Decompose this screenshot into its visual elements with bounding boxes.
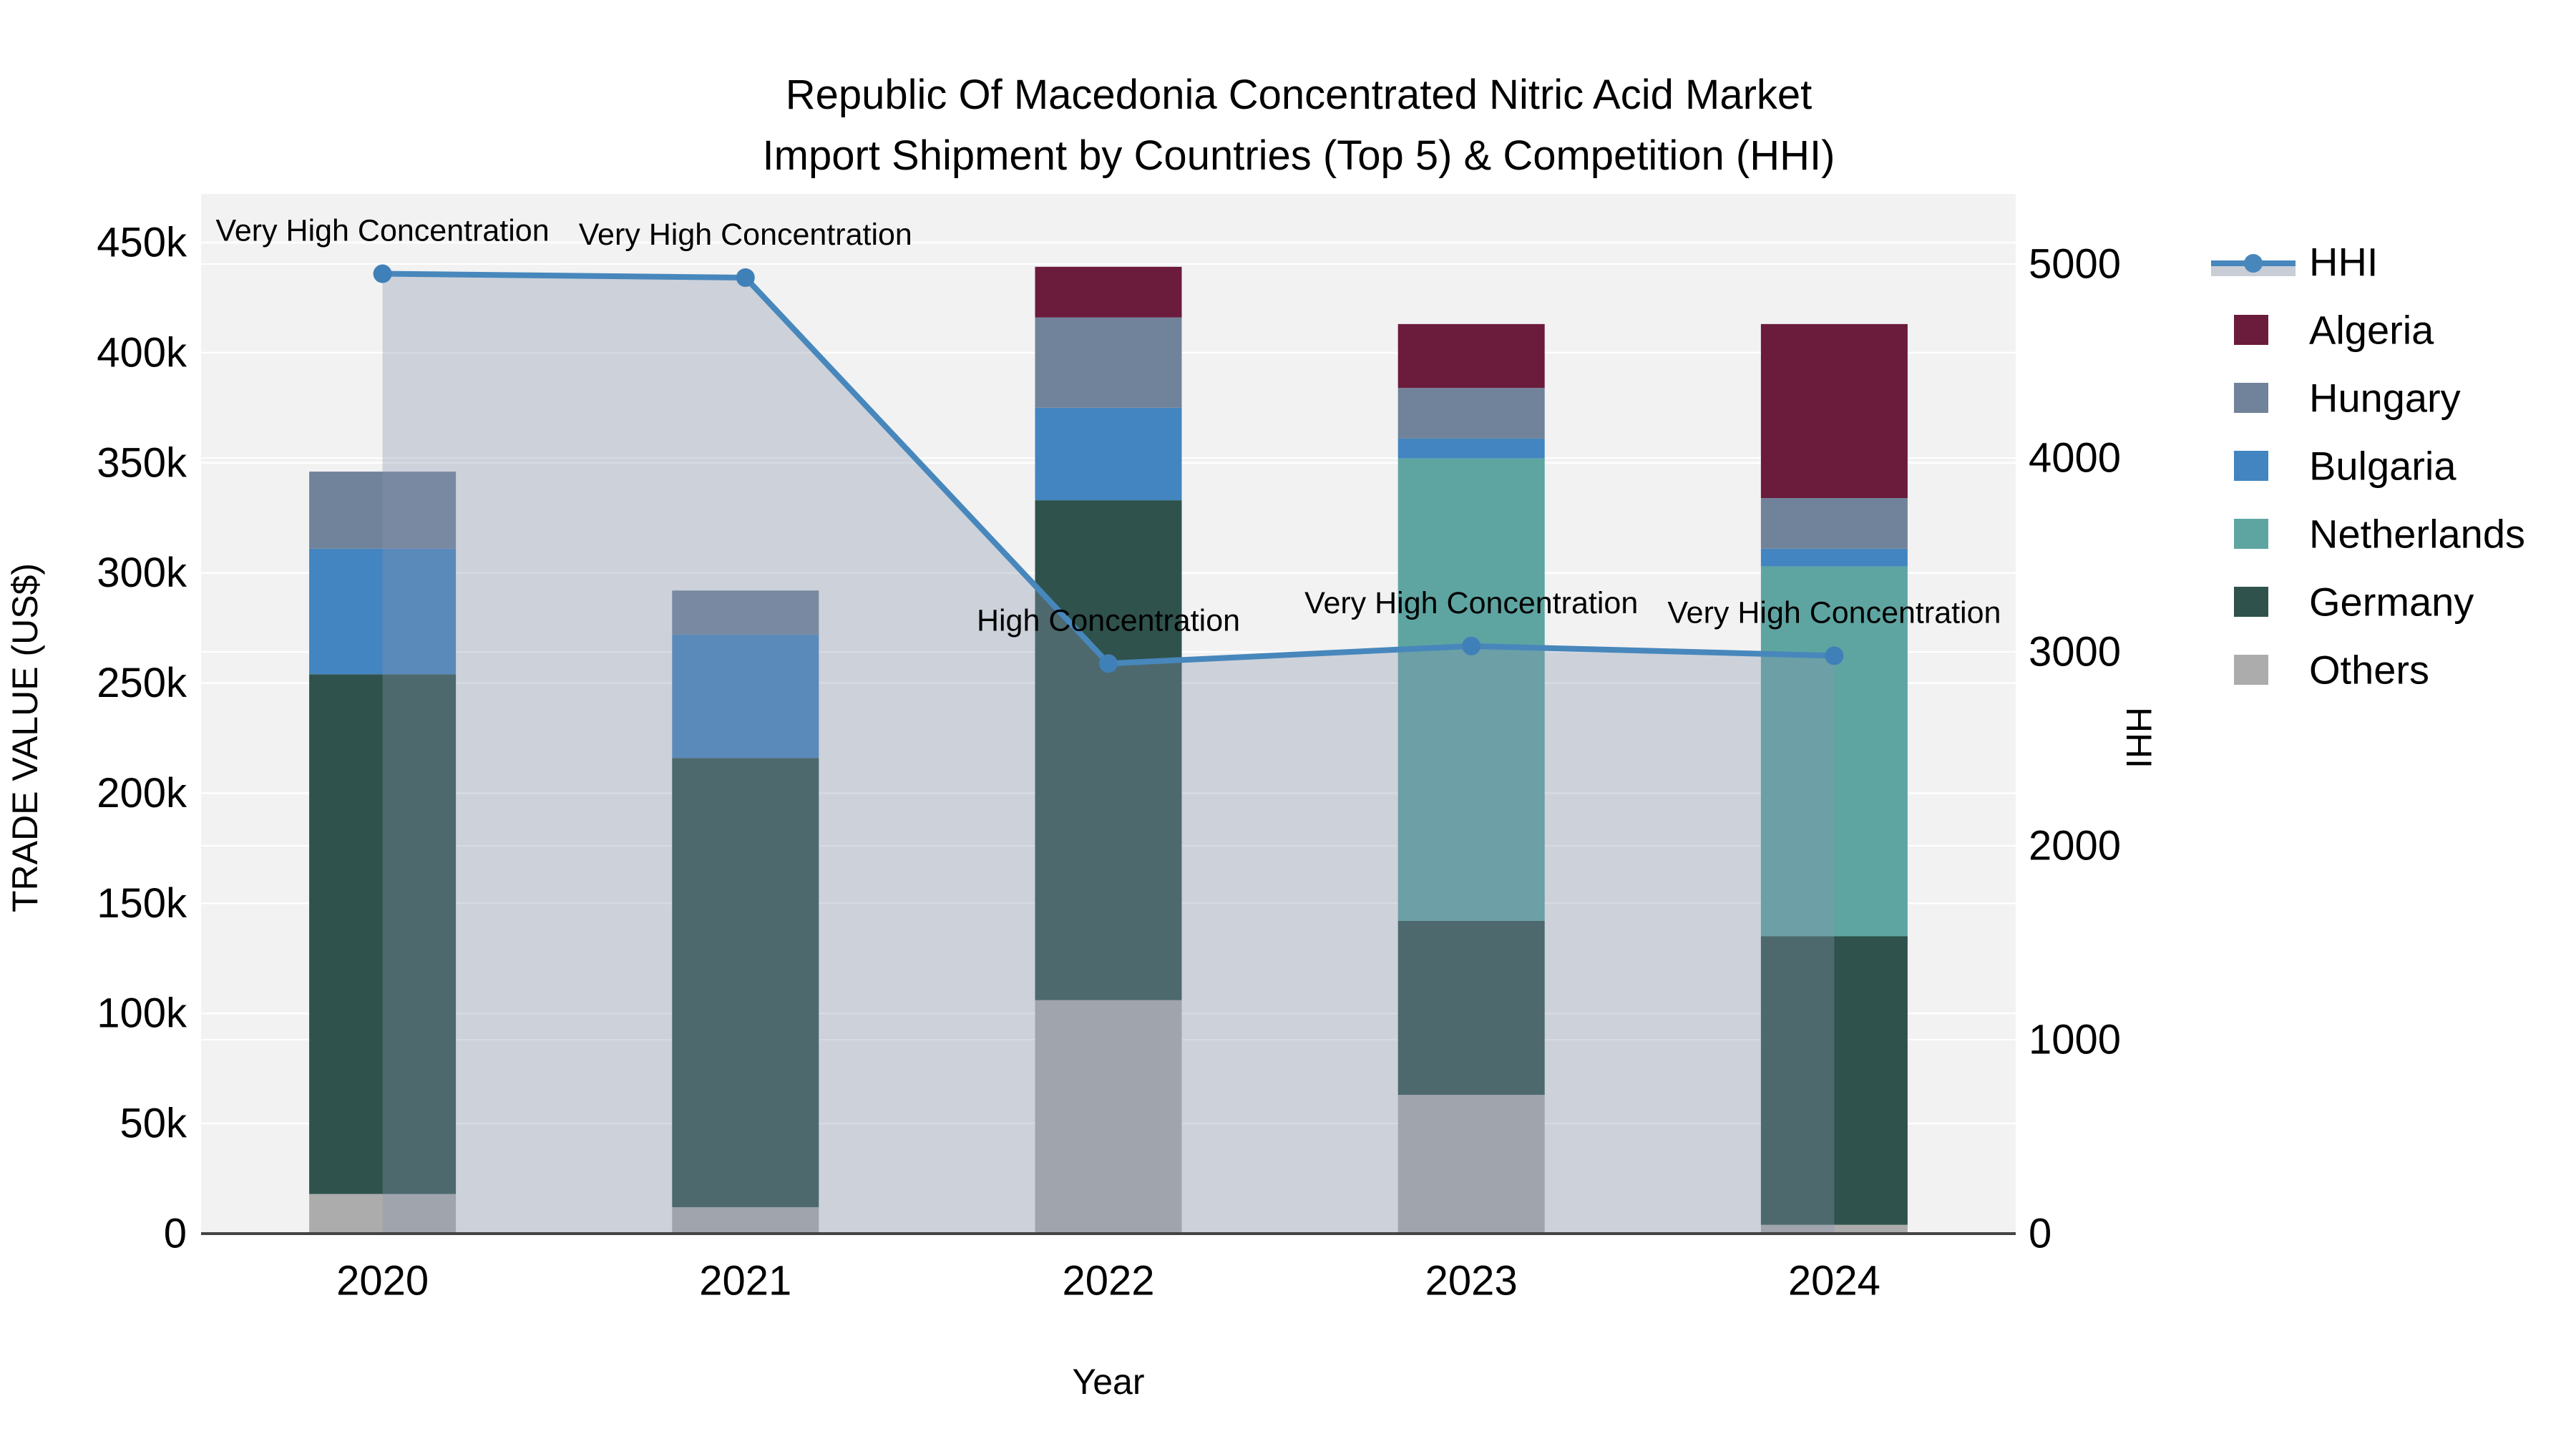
chart-title-line2: Import Shipment by Countries (Top 5) & C… [763,132,1835,179]
y-left-tick-label: 0 [164,1211,187,1257]
y-right-tick-label: 4000 [2029,435,2121,482]
legend-item-netherlands[interactable]: Netherlands [2234,512,2525,557]
legend-item-hhi[interactable]: HHI [2211,240,2378,285]
hhi-annotation: Very High Concentration [1304,586,1638,620]
hhi-annotation: Very High Concentration [216,214,550,248]
legend-label: Others [2309,648,2429,693]
legend-item-algeria[interactable]: Algeria [2234,308,2434,353]
bar-segment-algeria-2023[interactable] [1397,323,1545,389]
chart-title-line1: Republic Of Macedonia Concentrated Nitri… [786,72,1813,118]
bar-segment-others-2022[interactable] [1035,1000,1182,1234]
hhi-annotation: High Concentration [977,603,1240,638]
bar-segment-others-2020[interactable] [309,1194,457,1234]
bar-segment-germany-2023[interactable] [1397,920,1545,1096]
bar-segment-bulgaria-2023[interactable] [1397,438,1545,459]
legend-label: Hungary [2309,376,2461,421]
bar-segment-hungary-2022[interactable] [1035,317,1182,408]
hhi-marker-2021[interactable] [736,268,755,287]
legend-item-hungary[interactable]: Hungary [2234,376,2461,421]
hhi-marker-2020[interactable] [373,264,392,283]
y-left-tick-label: 300k [97,550,187,596]
bar-segment-bulgaria-2024[interactable] [1760,548,1908,567]
y-left-tick-label: 250k [97,660,187,706]
bar-segment-algeria-2022[interactable] [1035,266,1182,318]
x-tick-label: 2024 [1788,1258,1880,1304]
legend-label: Algeria [2309,308,2434,353]
bar-segment-hungary-2021[interactable] [672,590,819,635]
y-right-tick-label: 2000 [2029,823,2121,869]
bar-segment-bulgaria-2022[interactable] [1035,407,1182,501]
y-left-tick-label: 350k [97,439,187,486]
y-left-tick-label: 450k [97,220,187,266]
x-tick-label: 2020 [336,1258,429,1304]
x-tick-label: 2023 [1425,1258,1518,1304]
bar-segment-bulgaria-2021[interactable] [672,634,819,758]
bar-segment-others-2021[interactable] [672,1207,819,1234]
x-axis-title: Year [1072,1362,1144,1402]
bar-segment-netherlands-2024[interactable] [1760,566,1908,937]
bar-segment-germany-2020[interactable] [309,674,457,1194]
bar-segment-germany-2024[interactable] [1760,936,1908,1225]
bar-segment-hungary-2023[interactable] [1397,388,1545,439]
bar-segment-germany-2022[interactable] [1035,500,1182,1000]
hhi-marker-2022[interactable] [1099,654,1118,673]
x-tick-label: 2021 [699,1258,791,1304]
y-right-tick-label: 3000 [2029,629,2121,675]
y-left-tick-label: 150k [97,880,187,927]
legend-swatch-netherlands [2234,519,2268,549]
bar-segment-others-2024[interactable] [1760,1224,1908,1234]
legend-label: HHI [2309,240,2378,285]
bar-segment-netherlands-2023[interactable] [1397,458,1545,921]
y-right-tick-label: 1000 [2029,1017,2121,1063]
legend-swatch-hungary [2234,383,2268,413]
bar-segment-germany-2021[interactable] [672,758,819,1208]
legend-swatch-germany [2234,587,2268,617]
bar-segment-algeria-2024[interactable] [1760,323,1908,499]
hhi-annotation: Very High Concentration [579,218,912,252]
legend-label: Germany [2309,580,2474,625]
hhi-marker-2024[interactable] [1825,646,1844,665]
legend-item-bulgaria[interactable]: Bulgaria [2234,444,2457,489]
y-right-axis-title: HHI [2119,707,2159,769]
hhi-legend-marker-icon [2244,254,2263,273]
y-left-tick-label: 200k [97,770,187,816]
y-left-tick-label: 100k [97,990,187,1037]
hhi-marker-2023[interactable] [1462,636,1481,655]
bar-segment-hungary-2024[interactable] [1760,498,1908,549]
x-tick-label: 2022 [1062,1258,1154,1304]
y-right-tick-label: 5000 [2029,241,2121,288]
y-left-tick-label: 50k [119,1101,187,1147]
y-left-tick-label: 400k [97,329,187,376]
y-right-tick-label: 0 [2029,1211,2051,1257]
legend-label: Netherlands [2309,512,2525,557]
legend-swatch-others [2234,655,2268,685]
legend-label: Bulgaria [2309,444,2457,489]
legend-swatch-bulgaria [2234,451,2268,481]
legend-item-others[interactable]: Others [2234,648,2429,693]
legend: HHI Algeria Hungary Bulgaria Netherlands Germ… [2211,240,2525,693]
bar-segment-hungary-2020[interactable] [309,472,457,549]
legend-swatch-algeria [2234,315,2268,345]
legend-item-germany[interactable]: Germany [2234,580,2474,625]
y-left-axis-title: TRADE VALUE (US$) [5,563,45,912]
bar-segment-others-2023[interactable] [1397,1095,1545,1234]
hhi-annotation: Very High Concentration [1667,595,2001,630]
bar-segment-bulgaria-2020[interactable] [309,548,457,675]
stacked-bars [309,266,1908,1234]
hhi-area-fill [382,273,1835,1234]
